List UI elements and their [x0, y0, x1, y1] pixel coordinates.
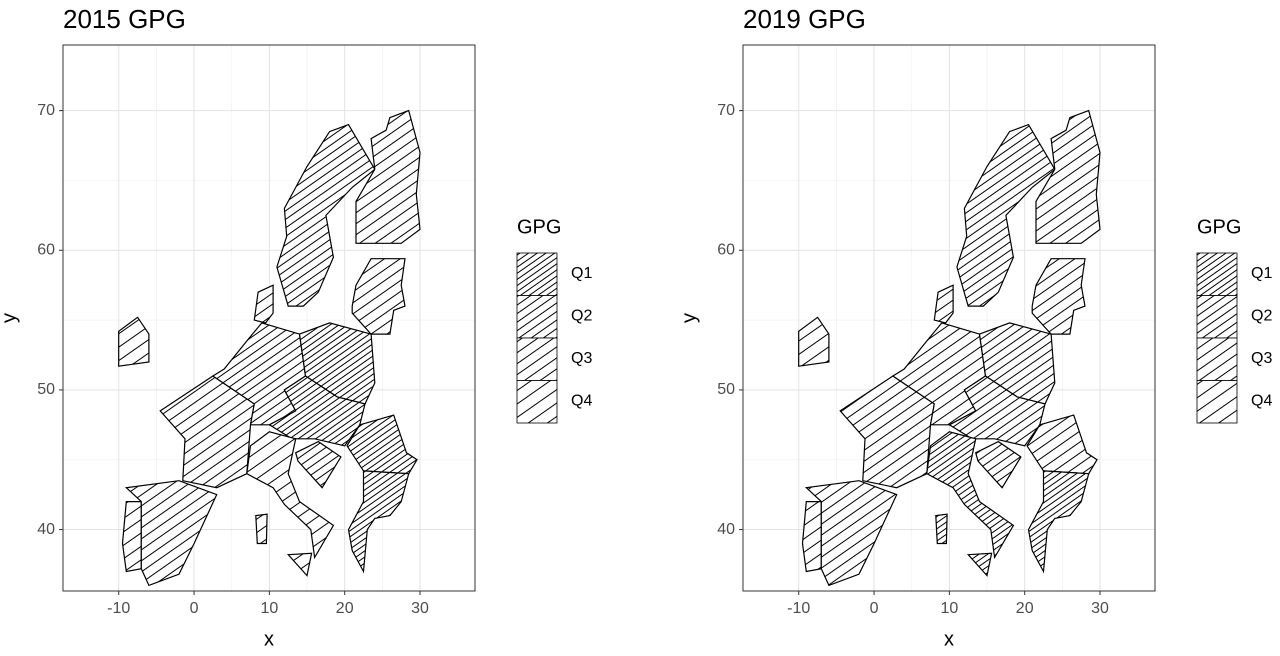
legend-label: Q3 [571, 350, 592, 367]
region [935, 513, 948, 545]
legend-key [516, 295, 558, 339]
legend-label: Q2 [571, 308, 592, 325]
legend-key [1196, 337, 1238, 381]
region [1026, 414, 1098, 475]
x-axis-label: x [264, 628, 274, 650]
region [933, 284, 954, 324]
legend-label: Q4 [1251, 393, 1272, 410]
legend-title: GPG [517, 216, 561, 238]
y-tick-label: 60 [37, 241, 55, 258]
x-tick-label: 0 [190, 600, 199, 617]
region [798, 316, 830, 367]
region [286, 552, 313, 577]
y-axis-label: y [0, 313, 20, 323]
region [948, 375, 1046, 447]
legend-label: Q2 [1251, 308, 1272, 325]
region [1035, 109, 1101, 244]
legend-key [516, 380, 558, 424]
y-tick-label: 70 [37, 102, 55, 119]
region [974, 440, 1022, 489]
x-tick-label: 10 [940, 600, 958, 617]
panel-border [62, 44, 476, 592]
legend-key [1196, 295, 1238, 339]
region [255, 513, 268, 545]
y-tick-label: 60 [717, 241, 735, 258]
region [804, 480, 898, 587]
region [246, 431, 335, 560]
region [801, 501, 822, 573]
x-axis-label: x [944, 628, 954, 650]
legend-key [1196, 252, 1238, 296]
legend-key [516, 337, 558, 381]
legend-label: Q1 [571, 265, 592, 282]
y-tick-label: 70 [717, 102, 735, 119]
region [121, 501, 142, 573]
x-tick-label: -10 [787, 600, 810, 617]
legend-label: Q1 [1251, 265, 1272, 282]
region [346, 414, 418, 475]
region [926, 431, 1015, 560]
y-tick-label: 50 [717, 381, 735, 398]
x-tick-label: -10 [107, 600, 130, 617]
legend-label: Q3 [1251, 350, 1272, 367]
x-tick-label: 0 [870, 600, 879, 617]
legend-key [1196, 380, 1238, 424]
region [276, 123, 376, 307]
y-axis-label: y [678, 313, 700, 323]
x-tick-label: 30 [1091, 600, 1109, 617]
legend-title: GPG [1197, 216, 1241, 238]
x-tick-label: 20 [1016, 600, 1034, 617]
region [966, 552, 993, 577]
legend-label: Q4 [571, 393, 592, 410]
region [118, 316, 150, 367]
region [1027, 470, 1090, 574]
x-tick-label: 20 [336, 600, 354, 617]
region [124, 480, 218, 587]
region [351, 258, 406, 335]
region [1031, 258, 1086, 335]
legend-key [516, 252, 558, 296]
panel-title: 2015 GPG [63, 4, 186, 34]
region [294, 440, 342, 489]
x-tick-label: 10 [260, 600, 278, 617]
x-tick-label: 30 [411, 600, 429, 617]
y-tick-label: 50 [37, 381, 55, 398]
y-tick-label: 40 [37, 521, 55, 538]
region [956, 123, 1056, 307]
region [268, 375, 366, 447]
region [347, 470, 410, 574]
region [253, 284, 274, 324]
y-tick-label: 40 [717, 521, 735, 538]
region [355, 109, 421, 244]
panel-border [742, 44, 1156, 592]
panel-title: 2019 GPG [743, 4, 866, 34]
